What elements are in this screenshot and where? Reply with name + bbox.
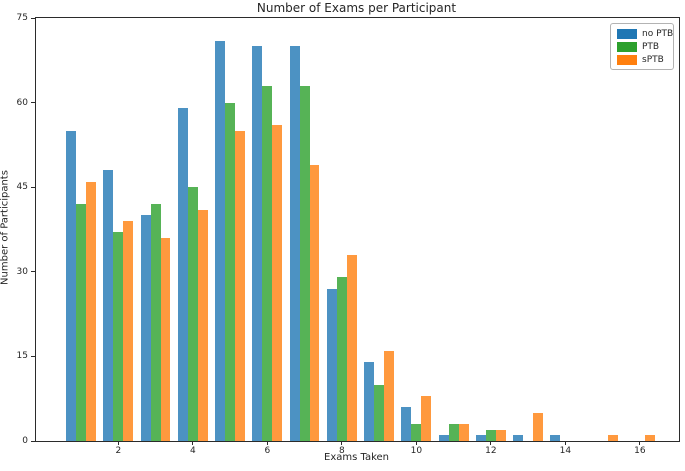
x-tick-mark: [341, 441, 343, 445]
bar: [123, 221, 134, 441]
y-tick-mark: [31, 17, 35, 19]
legend-swatch-icon: [617, 55, 637, 65]
bar: [644, 435, 655, 441]
x-tick-mark: [490, 441, 492, 445]
bar: [299, 85, 310, 441]
bar: [485, 429, 496, 441]
y-tick-label: 60: [16, 97, 28, 108]
bar: [364, 362, 375, 441]
y-tick-label: 0: [22, 436, 28, 446]
x-tick-label: 8: [338, 446, 345, 456]
y-tick-mark: [31, 271, 35, 273]
chart-title: Number of Exams per Participant: [256, 1, 457, 15]
bar: [272, 125, 283, 441]
x-tick-mark: [564, 441, 566, 445]
bar: [66, 130, 77, 441]
bar: [336, 277, 347, 441]
bar: [438, 435, 449, 441]
bar: [421, 395, 432, 441]
legend-item: PTB: [617, 42, 669, 52]
legend-item: sPTB: [617, 55, 669, 65]
bar: [374, 384, 385, 441]
bar: [384, 350, 394, 441]
y-axis-label: Number of Participants: [0, 170, 11, 285]
bar: [411, 424, 422, 441]
x-tick-mark: [639, 441, 641, 445]
x-tick-label: 14: [559, 446, 572, 456]
bar: [346, 254, 357, 441]
bar: [150, 204, 161, 441]
legend-item: no PTB: [617, 29, 673, 39]
x-tick-label: 2: [115, 446, 122, 456]
legend-label: PTB: [642, 42, 660, 52]
x-tick-mark: [266, 441, 268, 445]
y-tick-mark: [31, 186, 35, 188]
bar: [289, 46, 300, 441]
bar: [252, 46, 263, 441]
bar: [401, 407, 412, 441]
y-tick-mark: [31, 102, 35, 104]
bar: [140, 215, 151, 441]
bar: [550, 435, 561, 441]
x-axis-label: Exams Taken: [324, 452, 389, 463]
bar: [475, 435, 486, 441]
bar: [76, 204, 87, 441]
bar: [215, 40, 226, 441]
y-tick-mark: [31, 440, 35, 442]
bar: [448, 424, 459, 441]
x-tick-mark: [415, 441, 417, 445]
x-tick-label: 16: [634, 446, 646, 456]
bar: [103, 170, 114, 441]
bar: [607, 435, 618, 441]
legend-label: sPTB: [642, 55, 664, 65]
y-tick-label: 15: [16, 351, 28, 362]
legend-swatch-icon: [617, 42, 637, 52]
bar: [160, 237, 171, 441]
y-tick-label: 75: [16, 13, 28, 23]
bar: [495, 429, 506, 441]
x-tick-mark: [117, 441, 119, 445]
bar: [197, 209, 208, 441]
x-tick-label: 6: [264, 446, 271, 456]
bar: [235, 130, 245, 441]
legend: no PTB PTB sPTB: [610, 23, 674, 70]
bar: [309, 164, 320, 441]
bar: [113, 232, 124, 441]
bar: [86, 181, 96, 441]
bar: [187, 187, 198, 441]
y-tick-label: 30: [16, 266, 28, 277]
y-tick-mark: [31, 355, 35, 357]
bar: [177, 108, 188, 441]
bar: [533, 412, 543, 441]
x-tick-label: 10: [410, 446, 423, 456]
legend-swatch-icon: [617, 29, 637, 39]
bar: [326, 288, 337, 441]
x-tick-label: 12: [485, 446, 497, 456]
bar: [513, 435, 524, 441]
legend-label: no PTB: [642, 29, 674, 39]
x-tick-label: 4: [189, 446, 196, 456]
bar: [262, 85, 273, 441]
plot-area: 0 15 30 45 60 75 2 4 6 8 10 12 14 16: [17, 13, 680, 456]
y-tick-label: 45: [16, 182, 28, 193]
bar: [225, 102, 236, 441]
bar: [458, 424, 469, 441]
x-tick-mark: [192, 441, 194, 445]
